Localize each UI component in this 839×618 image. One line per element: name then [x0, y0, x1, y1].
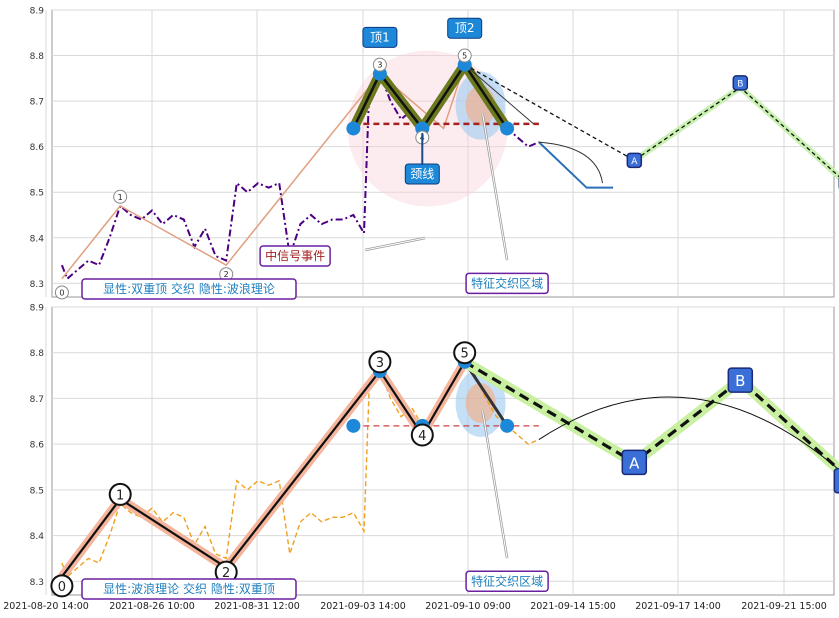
annotation-box: [465, 272, 549, 295]
wave-point-marker: [113, 189, 128, 204]
wave-point-label: 4: [418, 429, 426, 444]
projection-point-box: [833, 467, 839, 494]
projection-point-box: [621, 449, 648, 476]
x-tick-label: 2021-09-14 15:00: [530, 601, 616, 612]
wave-point-label: 2: [224, 270, 229, 279]
wave-point-label: 5: [462, 52, 467, 61]
wave-point-label: 1: [118, 193, 123, 202]
pattern-point: [500, 418, 515, 433]
annotation-arrow-inner: [482, 410, 508, 559]
wave-line: [61, 64, 466, 280]
y-tick-label: 8.6: [30, 441, 45, 451]
y-tick-label: 8.4: [30, 234, 45, 244]
y-tick-label: 8.5: [30, 486, 44, 496]
wave-point-marker: [410, 423, 434, 447]
plot-area: [51, 9, 835, 298]
y-tick-label: 8.5: [30, 189, 44, 199]
y-tick-label: 8.9: [30, 304, 45, 314]
annotation-label: 特征交织区域: [471, 573, 543, 588]
wave-point-marker: [372, 57, 387, 72]
annotation-label: 显性:双重顶 交织 隐性:波浪理论: [103, 281, 275, 296]
callout-box: [447, 17, 483, 39]
projection-line: [463, 360, 839, 472]
wave-point-label: 0: [58, 580, 66, 595]
wave-point-label: 3: [376, 356, 384, 371]
annotation-label: 中信号事件: [265, 248, 325, 263]
wave-point-marker: [457, 48, 472, 63]
x-tick-label: 2021-08-20 14:00: [3, 601, 89, 612]
annotation-label: 显性:波浪理论 交织 隐性:双重顶: [103, 581, 275, 596]
pattern-point: [346, 121, 361, 136]
annotation-label: 特征交织区域: [471, 275, 543, 290]
signal-arrow-inner: [365, 237, 426, 251]
projection-point-label: A: [631, 157, 638, 167]
chart-panel-top: 8.38.48.58.68.78.88.9012345ABC顶1顶2颈线中信号事…: [30, 7, 839, 300]
pattern-legs: [463, 361, 509, 427]
projection-point-box: [727, 367, 754, 393]
wave-point-marker: [54, 285, 69, 300]
callout-label: 顶1: [370, 30, 390, 44]
y-tick-label: 8.3: [30, 578, 44, 588]
wave-point-marker: [108, 482, 132, 506]
x-tick-label: 2021-08-26 10:00: [109, 601, 195, 612]
forecast-arc: [538, 141, 603, 184]
annotation-arrow-inner: [482, 113, 508, 261]
annotation-box: [465, 570, 549, 593]
x-tick-label: 2021-09-03 14:00: [320, 601, 406, 612]
pattern-point: [346, 418, 361, 433]
wave-point-marker: [453, 341, 477, 365]
wave-point-label: 3: [377, 61, 382, 70]
projection-point-box: [732, 75, 749, 91]
y-tick-label: 8.9: [30, 7, 45, 17]
annotation-box: [259, 245, 331, 267]
y-tick-label: 8.7: [30, 395, 44, 405]
wave-line: [61, 361, 466, 578]
x-axis: 2021-08-20 14:00 2021-08-26 10:00 2021-08-…: [3, 601, 827, 612]
callout-label: 顶2: [455, 21, 475, 35]
y-tick-label: 8.4: [30, 532, 45, 542]
y-tick-label: 8.8: [30, 349, 45, 359]
annotation-box: [81, 278, 297, 300]
x-tick-label: 2021-08-31 12:00: [214, 601, 300, 612]
feature-zone-orange: [465, 383, 496, 423]
x-tick-label: 2021-09-21 15:00: [741, 601, 827, 612]
wave-point-label: 1: [116, 488, 124, 503]
wave-point-marker: [50, 574, 74, 598]
projection-point-label: B: [735, 372, 745, 390]
wave-point-marker: [368, 350, 392, 374]
projection-point-label: B: [737, 79, 743, 89]
trend-guide: [464, 64, 534, 125]
projection-line: [464, 64, 839, 178]
annotation-box: [81, 578, 297, 600]
wave-point-label: 5: [461, 347, 469, 362]
forecast-fan: [538, 141, 614, 189]
y-tick-label: 8.6: [30, 143, 45, 153]
chart-panel-bottom: 8.38.48.58.68.78.88.9012345ABC特征交织区域显性:波…: [30, 304, 839, 600]
x-tick-label: 2021-09-17 14:00: [635, 601, 721, 612]
wave-point-label: 0: [59, 288, 64, 297]
callout-box: [362, 26, 398, 48]
projection-point-label: A: [629, 454, 640, 472]
projection-arc: [538, 396, 839, 471]
wave-point-label: 2: [222, 566, 230, 581]
x-tick-label: 2021-09-10 09:00: [425, 601, 511, 612]
projection-point-box: [626, 152, 643, 169]
y-tick-label: 8.3: [30, 280, 44, 290]
y-tick-label: 8.7: [30, 98, 44, 108]
callout-label: 颈线: [410, 167, 434, 181]
y-tick-label: 8.8: [30, 52, 45, 62]
pattern-point: [500, 121, 515, 136]
plot-area: [51, 306, 835, 596]
